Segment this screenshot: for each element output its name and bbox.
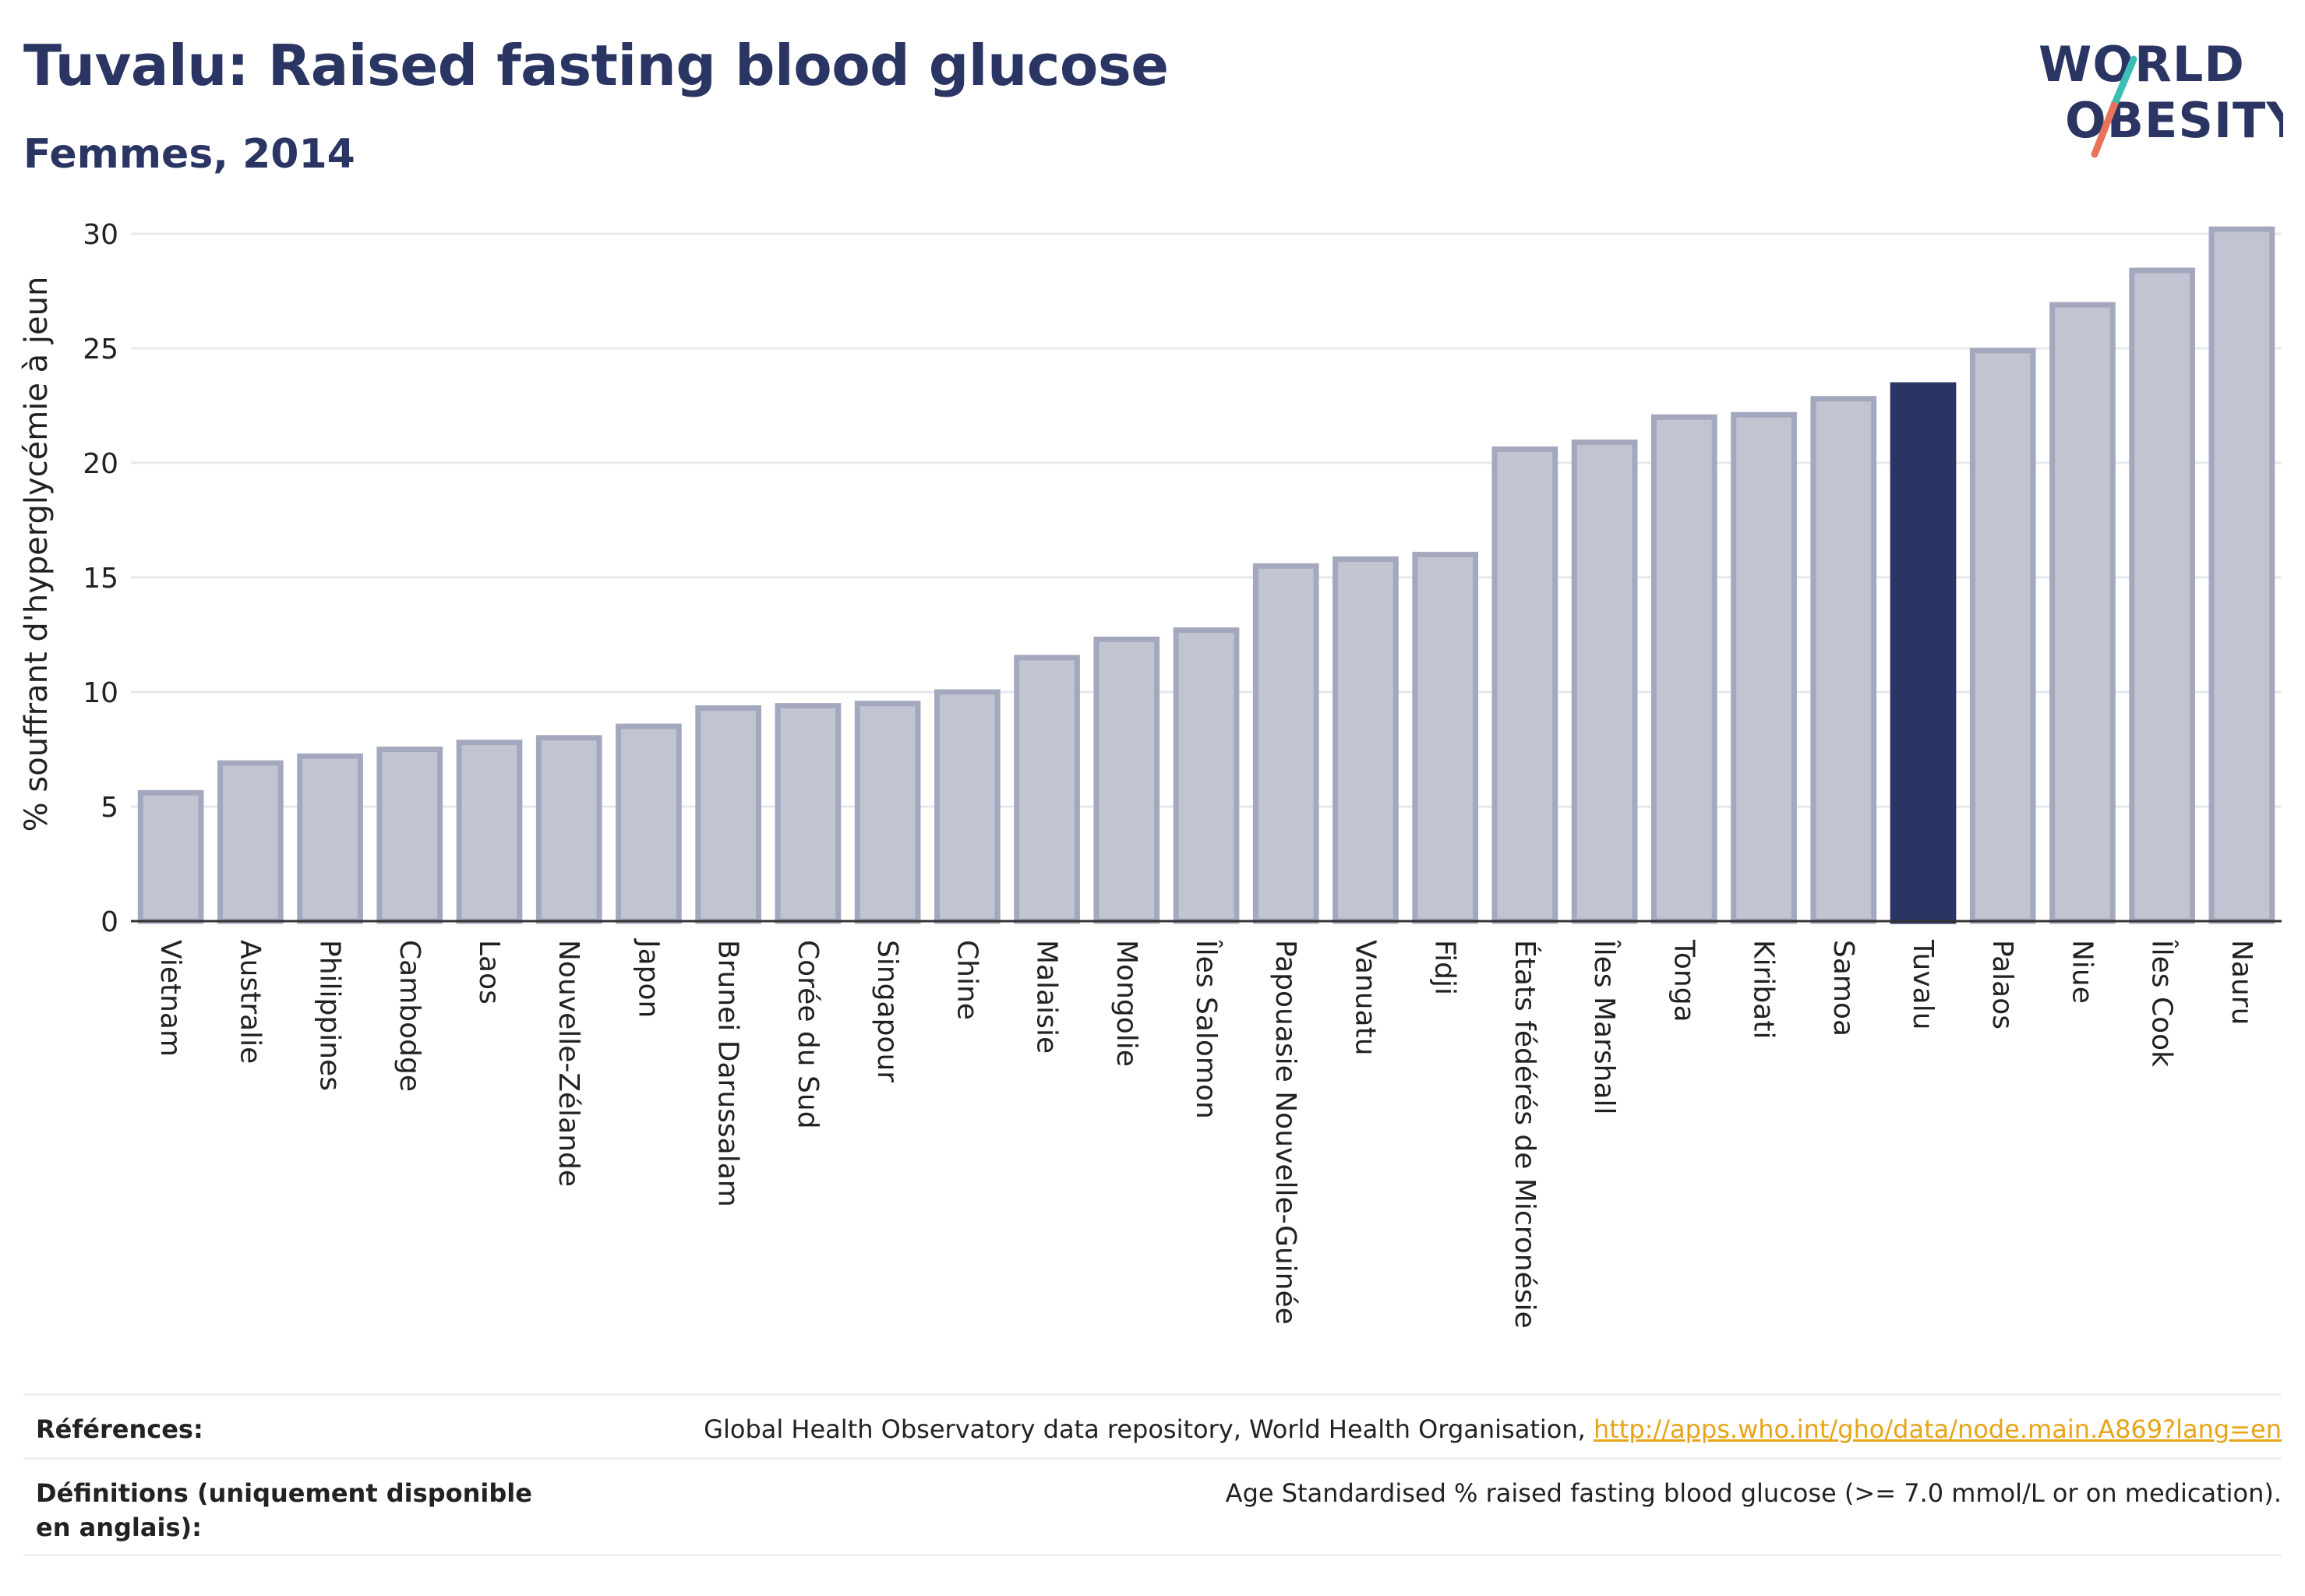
x-tick-label: Papouasie Nouvelle-Guinée [1269, 940, 1301, 1325]
x-tick-label: Malaisie [1031, 940, 1063, 1054]
bar [297, 753, 363, 924]
y-tick-label: 30 [83, 219, 118, 251]
bar [1890, 382, 1957, 924]
bar [1014, 655, 1080, 924]
bar [456, 740, 523, 924]
definitions-label: Définitions (uniquement disponible en an… [36, 1478, 532, 1542]
bar [1173, 627, 1240, 924]
page-subtitle: Femmes, 2014 [23, 131, 355, 178]
bar [535, 735, 602, 924]
x-tick-label: Îles Salomon [1190, 939, 1223, 1119]
bar [934, 689, 1001, 924]
x-tick-label: Tonga [1668, 939, 1700, 1022]
y-tick-label: 0 [101, 906, 118, 938]
bar [2208, 226, 2275, 924]
bar [2129, 267, 2196, 924]
x-tick-label: Vanuatu [1349, 940, 1381, 1056]
bar [2049, 302, 2116, 924]
bar [1810, 396, 1877, 924]
x-tick-label: Kiribati [1748, 940, 1780, 1039]
x-tick-label: Mongolie [1110, 940, 1142, 1067]
bar [217, 760, 284, 924]
bar [616, 723, 682, 924]
bar [376, 747, 443, 924]
x-tick-label: Singapour [871, 940, 903, 1082]
x-tick-label: Corée du Sud [792, 940, 824, 1129]
bar [1969, 348, 2036, 924]
y-axis-label: % souffrant d'hyperglycémie à jeun [19, 277, 55, 832]
bar [1252, 563, 1319, 924]
x-tick-label: Nouvelle-Zélande [552, 940, 584, 1187]
bar [695, 705, 762, 924]
y-tick-label: 20 [83, 448, 118, 480]
x-tick-label: Australie [234, 940, 266, 1064]
x-tick-label: Nauru [2226, 940, 2257, 1025]
x-tick-label: Samoa [1827, 940, 1859, 1036]
world-obesity-logo: WORLD OBESITY [2034, 31, 2301, 164]
logo-slash-teal [2110, 55, 2137, 109]
x-tick-label: Cambodge [394, 940, 425, 1092]
x-tick-label: Îles Cook [2146, 939, 2179, 1067]
x-tick-label: Palaos [1986, 940, 2018, 1029]
bar [1412, 552, 1479, 924]
x-tick-label: Laos [473, 940, 505, 1005]
references-label: Références: [36, 1414, 203, 1444]
bar [854, 701, 921, 924]
definitions-value: Age Standardised % raised fasting blood … [1225, 1478, 2282, 1508]
x-tick-label: Japon [632, 938, 664, 1018]
x-tick-label: États fédérés de Micronésie [1509, 940, 1541, 1329]
bar [1333, 556, 1399, 924]
page-title: Tuvalu: Raised fasting blood glucose [23, 33, 1169, 98]
y-tick-label: 10 [83, 677, 118, 709]
x-tick-label: Chine [951, 940, 983, 1020]
x-tick-label: Brunei Darussalam [712, 940, 744, 1207]
bar [775, 703, 842, 924]
bar [1491, 446, 1558, 924]
references-text: Global Health Observatory data repositor… [704, 1414, 1594, 1444]
x-tick-label: Tuvalu [1907, 939, 1939, 1030]
y-tick-label: 5 [101, 792, 118, 824]
bar [1650, 414, 1717, 924]
y-tick-label: 25 [83, 334, 118, 365]
y-tick-label: 15 [83, 563, 118, 595]
x-tick-label: Fidji [1429, 940, 1461, 995]
bar [1731, 411, 1797, 924]
logo-slash-coral [2091, 101, 2118, 158]
references-value: Global Health Observatory data repositor… [704, 1412, 2282, 1446]
bar-chart: 0 5 10 15 20 25 30 % souffrant d'hyperglycémie … [19, 219, 2282, 1329]
footer-divider-bottom [23, 1554, 2282, 1556]
x-tick-label: Niue [2066, 940, 2098, 1004]
footer-divider-top [23, 1393, 2282, 1396]
references-link[interactable]: http://apps.who.int/gho/data/node.main.A… [1593, 1414, 2282, 1444]
bar [1571, 440, 1638, 924]
footer-divider-middle [23, 1457, 2282, 1460]
logo-line1: WORLD [2038, 36, 2245, 93]
x-tick-label: Îles Marshall [1588, 939, 1621, 1115]
bar [137, 789, 204, 924]
x-tick-label: Vietnam [154, 940, 186, 1057]
x-tick-label: Philippines [314, 940, 346, 1091]
bar [1093, 636, 1160, 924]
